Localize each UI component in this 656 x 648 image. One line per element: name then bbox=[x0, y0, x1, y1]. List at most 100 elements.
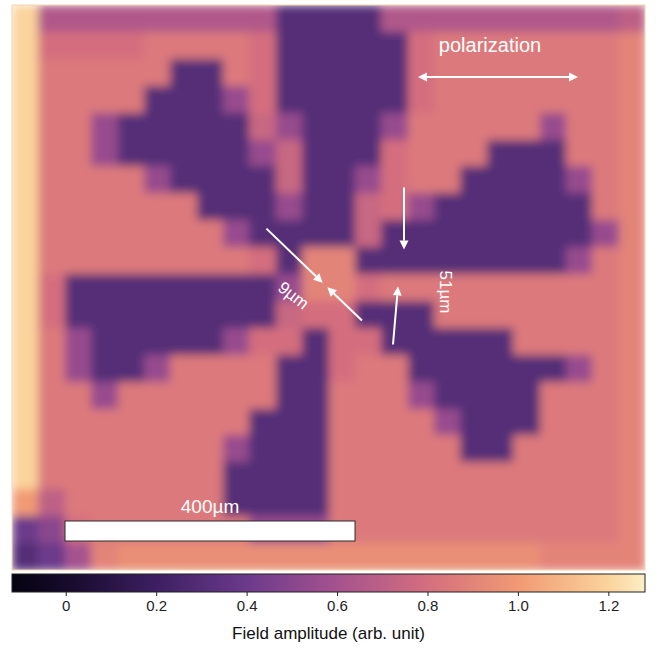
cell bbox=[513, 409, 540, 437]
arrow-head bbox=[327, 287, 337, 296]
plot-area bbox=[12, 5, 645, 570]
cell bbox=[223, 328, 250, 356]
cell bbox=[381, 435, 408, 463]
gap-arrow bbox=[266, 229, 322, 283]
cell bbox=[12, 220, 39, 248]
cell bbox=[249, 435, 276, 463]
cells bbox=[12, 5, 645, 570]
cell bbox=[513, 328, 540, 356]
cell bbox=[460, 462, 487, 490]
cell bbox=[65, 59, 92, 87]
cell bbox=[302, 140, 329, 168]
cell bbox=[487, 382, 514, 410]
cell bbox=[91, 328, 118, 356]
cell bbox=[434, 5, 461, 33]
cell bbox=[276, 489, 303, 517]
cell bbox=[144, 166, 171, 194]
cell bbox=[38, 355, 65, 383]
cell bbox=[592, 435, 619, 463]
colorbar-tick bbox=[156, 592, 157, 596]
cell bbox=[276, 435, 303, 463]
cell bbox=[592, 516, 619, 544]
cell bbox=[355, 32, 382, 60]
cell bbox=[302, 32, 329, 60]
cell bbox=[619, 32, 645, 60]
cell bbox=[170, 328, 197, 356]
cell bbox=[619, 59, 645, 87]
cell bbox=[223, 543, 250, 570]
cell bbox=[619, 382, 645, 410]
cell bbox=[592, 140, 619, 168]
cell bbox=[118, 193, 145, 221]
cell bbox=[460, 328, 487, 356]
cell bbox=[302, 247, 329, 275]
cell bbox=[513, 113, 540, 141]
cell bbox=[197, 86, 224, 114]
cell bbox=[197, 382, 224, 410]
cell bbox=[249, 382, 276, 410]
cell bbox=[276, 328, 303, 356]
cell bbox=[460, 489, 487, 517]
cell bbox=[355, 166, 382, 194]
cell bbox=[144, 113, 171, 141]
cell bbox=[381, 86, 408, 114]
gap-label: 51µm bbox=[436, 271, 455, 314]
cell bbox=[91, 220, 118, 248]
cell bbox=[513, 274, 540, 302]
cell bbox=[197, 328, 224, 356]
cell bbox=[38, 166, 65, 194]
cell bbox=[329, 193, 356, 221]
cell bbox=[619, 247, 645, 275]
cell bbox=[144, 5, 171, 33]
cell bbox=[408, 516, 435, 544]
cell bbox=[223, 274, 250, 302]
cell bbox=[434, 409, 461, 437]
cell bbox=[223, 59, 250, 87]
cell bbox=[540, 166, 567, 194]
cell bbox=[329, 140, 356, 168]
cell bbox=[118, 5, 145, 33]
cell bbox=[408, 462, 435, 490]
cell bbox=[223, 140, 250, 168]
cell bbox=[249, 86, 276, 114]
cell bbox=[408, 489, 435, 517]
cell bbox=[592, 328, 619, 356]
cell bbox=[566, 489, 593, 517]
cell bbox=[434, 59, 461, 87]
cell bbox=[355, 140, 382, 168]
cell bbox=[118, 462, 145, 490]
cell bbox=[170, 301, 197, 329]
cell bbox=[12, 247, 39, 275]
polarization-arrow bbox=[418, 73, 578, 82]
cell bbox=[566, 32, 593, 60]
cell bbox=[144, 301, 171, 329]
cell bbox=[249, 489, 276, 517]
cell bbox=[592, 166, 619, 194]
cell bbox=[12, 5, 39, 33]
cell bbox=[38, 382, 65, 410]
cell bbox=[381, 355, 408, 383]
cell bbox=[12, 355, 39, 383]
cell bbox=[540, 355, 567, 383]
arrow-line bbox=[334, 294, 362, 321]
cell bbox=[329, 462, 356, 490]
gap-arrow bbox=[400, 188, 409, 250]
cell bbox=[249, 5, 276, 33]
cell bbox=[38, 274, 65, 302]
cell bbox=[144, 462, 171, 490]
cell bbox=[619, 301, 645, 329]
cell bbox=[329, 382, 356, 410]
cell bbox=[144, 247, 171, 275]
cell bbox=[592, 193, 619, 221]
cell bbox=[408, 301, 435, 329]
cell bbox=[38, 247, 65, 275]
cell bbox=[592, 247, 619, 275]
cell bbox=[487, 355, 514, 383]
cell bbox=[249, 193, 276, 221]
cell bbox=[513, 193, 540, 221]
cell bbox=[619, 193, 645, 221]
cell bbox=[592, 32, 619, 60]
cell bbox=[302, 543, 329, 570]
cell bbox=[144, 59, 171, 87]
colorbar-tick-label: 0.6 bbox=[327, 597, 348, 614]
